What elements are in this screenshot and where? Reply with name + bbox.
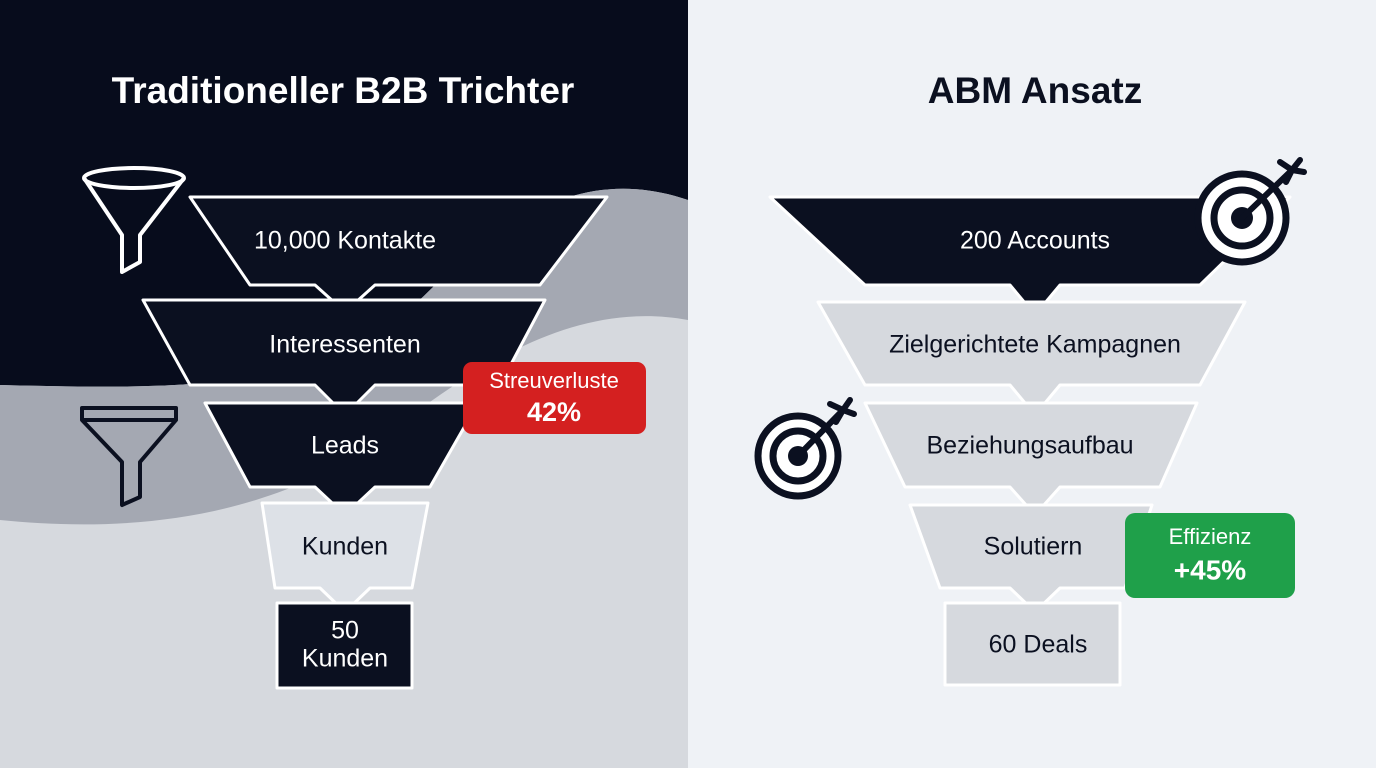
target-icon	[1194, 157, 1307, 266]
stage-label: 60 Deals	[989, 631, 1088, 659]
stage-label: 50	[331, 617, 359, 645]
badge-value: 42%	[527, 397, 581, 427]
badge-value: +45%	[1174, 554, 1246, 585]
stage-label: Solutiern	[984, 533, 1083, 561]
funnel-icon	[80, 406, 178, 507]
funnel-stage	[863, 401, 1199, 517]
funnel-stage	[141, 298, 547, 417]
stage-label: Interessenten	[269, 331, 421, 359]
stage-label: Beziehungsaufbau	[926, 432, 1133, 460]
stage-label: Kunden	[302, 533, 388, 561]
badge	[463, 362, 646, 434]
funnel-stage	[275, 601, 414, 690]
stage-label: 10,000 Kontakte	[254, 227, 436, 255]
left-title: Traditioneller B2B Trichter	[112, 70, 575, 111]
funnel-stage	[943, 601, 1122, 687]
badge	[1125, 513, 1295, 598]
target-icon	[754, 397, 857, 500]
stage-label: 200 Accounts	[960, 227, 1110, 255]
stage-label: Zielgerichtete Kampagnen	[889, 331, 1181, 359]
funnel-stage	[260, 501, 430, 614]
stage-label: Kunden	[302, 645, 388, 673]
badge-label: Streuverluste	[489, 368, 619, 393]
funnel-icon	[82, 166, 186, 274]
stage-label: Leads	[311, 432, 379, 460]
funnel-stage	[816, 300, 1247, 417]
right-title: ABM Ansatz	[928, 70, 1142, 111]
badge-label: Effizienz	[1169, 524, 1252, 549]
left-dark-bg	[0, 0, 688, 387]
